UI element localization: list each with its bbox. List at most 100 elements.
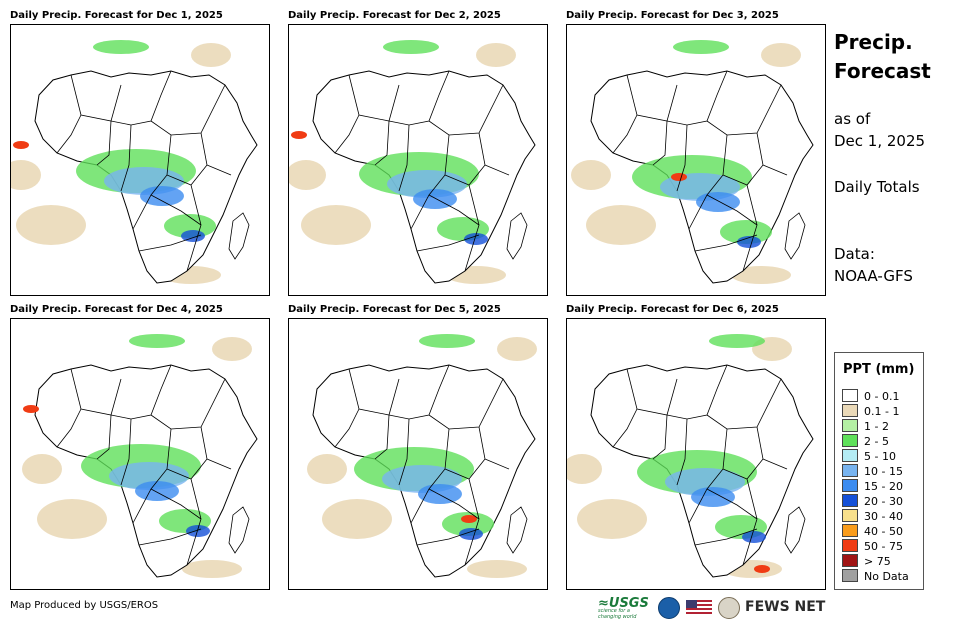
- light-precip-area: [731, 266, 791, 284]
- light-precip-area: [212, 337, 252, 361]
- africa-map-svg: [11, 40, 258, 284]
- country-border: [132, 134, 172, 230]
- legend-swatch: [842, 419, 858, 432]
- country-border: [398, 418, 410, 486]
- africa-map-svg: [571, 40, 814, 284]
- country-border: [120, 124, 132, 192]
- country-border: [706, 194, 758, 226]
- daily-totals-label: Daily Totals: [834, 178, 920, 196]
- country-border: [348, 74, 400, 122]
- light-precip-area: [571, 160, 611, 190]
- country-border: [428, 488, 480, 520]
- precip-map: [288, 24, 548, 296]
- legend-swatch: [842, 449, 858, 462]
- rainfall-area: [419, 334, 475, 348]
- legend-item: 0 - 0.1: [842, 389, 899, 404]
- country-border: [676, 418, 688, 486]
- country-border: [410, 134, 450, 230]
- light-precip-area: [37, 499, 107, 539]
- light-precip-area: [761, 43, 801, 67]
- legend-label: 30 - 40: [864, 510, 903, 523]
- country-border: [120, 418, 132, 486]
- country-border: [206, 164, 232, 176]
- legend-swatch: [842, 524, 858, 537]
- forecast-panel-dec-1: Daily Precip. Forecast for Dec 1, 2025: [10, 8, 270, 298]
- legend-item: 50 - 75: [842, 539, 903, 554]
- usgs-logo-text: ≈USGS: [598, 596, 649, 611]
- country-border: [166, 132, 208, 186]
- heavy-rainfall-area: [754, 565, 770, 573]
- country-border: [138, 528, 202, 546]
- country-border: [706, 378, 782, 430]
- legend-item: 15 - 20: [842, 479, 903, 494]
- legend-item: > 75: [842, 554, 891, 569]
- data-source-label: Data: NOAA-GFS: [834, 243, 913, 287]
- usgs-tagline: science for a changing world: [598, 608, 637, 620]
- legend-swatch: [842, 464, 858, 477]
- rainfall-area: [459, 528, 483, 540]
- heavy-rainfall-area: [671, 173, 687, 181]
- country-border: [428, 84, 504, 136]
- madagascar-outline: [784, 212, 806, 260]
- heavy-rainfall-area: [23, 405, 39, 413]
- legend-label: 0.1 - 1: [864, 405, 900, 418]
- country-border: [428, 378, 504, 430]
- country-border: [96, 120, 112, 166]
- country-border: [706, 488, 758, 520]
- legend-swatch: [842, 434, 858, 447]
- light-precip-area: [567, 454, 602, 484]
- legend-title: PPT (mm): [843, 362, 915, 377]
- light-precip-area: [586, 205, 656, 245]
- legend-item: 30 - 40: [842, 509, 903, 524]
- noaa-logo-icon: [658, 597, 680, 619]
- country-border: [762, 164, 788, 176]
- legend-label: 5 - 10: [864, 450, 896, 463]
- light-precip-area: [22, 454, 62, 484]
- madagascar-outline: [784, 506, 806, 554]
- forecast-panel-dec-6: Daily Precip. Forecast for Dec 6, 2025: [566, 302, 826, 592]
- legend-item: 2 - 5: [842, 434, 889, 449]
- forecast-panel-dec-4: Daily Precip. Forecast for Dec 4, 2025: [10, 302, 270, 592]
- country-border: [428, 194, 480, 226]
- country-border: [150, 488, 202, 520]
- rainfall-area: [709, 334, 765, 348]
- legend-label: 20 - 30: [864, 495, 903, 508]
- light-precip-area: [577, 499, 647, 539]
- legend-label: No Data: [864, 570, 909, 583]
- country-border: [706, 84, 782, 136]
- country-border: [676, 124, 688, 192]
- usgs-logo: ≈USGS science for a changing world: [598, 596, 649, 620]
- country-border: [626, 368, 678, 416]
- africa-map-svg: [289, 40, 536, 284]
- precip-map: [566, 318, 826, 590]
- country-border: [722, 426, 764, 480]
- panel-title: Daily Precip. Forecast for Dec 2, 2025: [288, 10, 501, 21]
- country-border: [416, 234, 480, 252]
- fews-net-logo: FEWS NET: [745, 599, 826, 615]
- side-title-line1: Precip.: [834, 30, 913, 54]
- light-precip-area: [322, 499, 392, 539]
- as-of-label: as of Dec 1, 2025: [834, 108, 925, 152]
- side-title-line2: Forecast: [834, 59, 931, 83]
- rainfall-area: [164, 214, 216, 238]
- country-border: [70, 74, 122, 122]
- country-border: [652, 414, 668, 460]
- country-border: [484, 164, 510, 176]
- legend-swatch: [842, 494, 858, 507]
- legend-label: 1 - 2: [864, 420, 889, 433]
- legend: PPT (mm) 0 - 0.1 0.1 - 1 1 - 2 2 - 5 5 - 10 1…: [834, 352, 924, 590]
- madagascar-outline: [506, 506, 528, 554]
- country-border: [612, 114, 638, 154]
- madagascar-outline: [228, 506, 250, 554]
- country-border: [612, 408, 638, 448]
- rainfall-area: [691, 487, 735, 507]
- country-border: [626, 74, 678, 122]
- data-source-name: NOAA-GFS: [834, 267, 913, 285]
- legend-swatch: [842, 554, 858, 567]
- country-border: [348, 368, 400, 416]
- legend-label: 50 - 75: [864, 540, 903, 553]
- legend-swatch: [842, 509, 858, 522]
- map-credit: Map Produced by USGS/EROS: [10, 600, 159, 611]
- data-source-line1: Data:: [834, 245, 875, 263]
- country-border: [334, 114, 360, 154]
